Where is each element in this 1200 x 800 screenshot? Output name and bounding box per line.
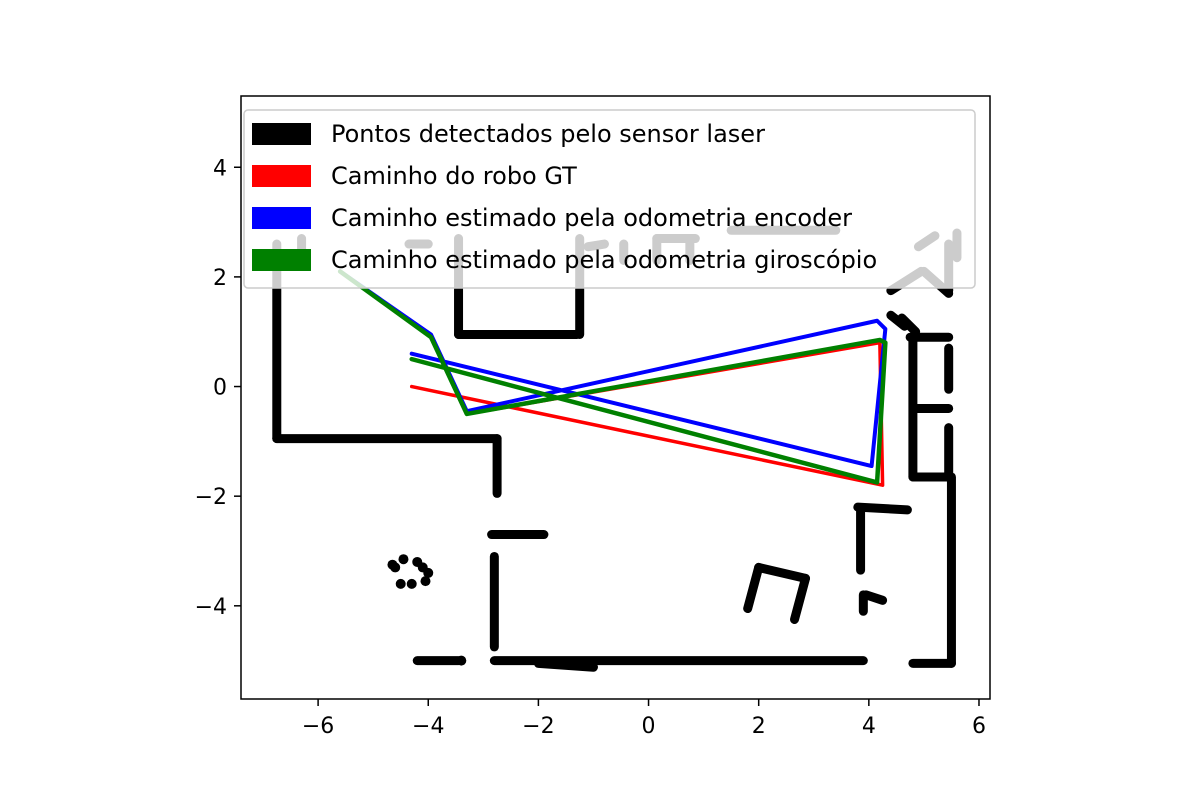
gyro-path-line <box>337 269 888 485</box>
laser-wall-segment-30 <box>789 573 811 625</box>
legend-box <box>243 109 976 289</box>
x-tick-label: 6 <box>972 714 986 739</box>
legend-swatch-laser <box>252 123 311 145</box>
y-tick-label: 2 <box>213 266 227 291</box>
laser-wall-segment-10 <box>533 658 598 672</box>
y-tick-label: 4 <box>213 156 227 181</box>
legend-label-gt: Caminho do robo GT <box>331 162 577 190</box>
x-tick-label: −2 <box>522 714 554 739</box>
axis-ticks: −6 −4 −2 0 2 4 6 −4 −2 0 2 4 <box>195 156 986 739</box>
x-tick-label: −6 <box>302 714 334 739</box>
legend-label-encoder: Caminho estimado pela odometria encoder <box>331 204 852 232</box>
laser-wall-segment-28 <box>743 562 764 614</box>
y-tick-label: −4 <box>195 595 227 620</box>
laser-point-8 <box>406 578 417 589</box>
y-tick-label: 0 <box>213 376 227 401</box>
laser-wall-segment-27 <box>861 590 888 605</box>
laser-point-5 <box>395 578 406 589</box>
legend-swatch-encoder <box>252 207 311 229</box>
laser-wall-segment-29 <box>754 562 811 583</box>
legend: Pontos detectados pelo sensor laser Cami… <box>243 109 976 289</box>
y-tick-label: −2 <box>195 485 227 510</box>
laser-point-9 <box>456 655 467 666</box>
legend-label-laser: Pontos detectados pelo sensor laser <box>331 120 765 148</box>
x-tick-label: 0 <box>642 714 656 739</box>
laser-point-1 <box>398 554 409 565</box>
legend-label-gyro: Caminho estimado pela odometria giroscóp… <box>331 246 877 274</box>
laser-wall-segment-20 <box>886 310 910 331</box>
x-tick-label: −4 <box>412 714 444 739</box>
legend-swatch-gt <box>252 165 311 187</box>
laser-point-7 <box>390 562 401 573</box>
laser-wall-segment-24 <box>853 502 912 515</box>
legend-swatch-gyro <box>252 249 311 271</box>
laser-point-4 <box>423 567 434 578</box>
laser-point-6 <box>420 576 431 587</box>
plot-frame <box>240 95 991 700</box>
x-tick-label: 2 <box>752 714 766 739</box>
x-tick-label: 4 <box>862 714 876 739</box>
